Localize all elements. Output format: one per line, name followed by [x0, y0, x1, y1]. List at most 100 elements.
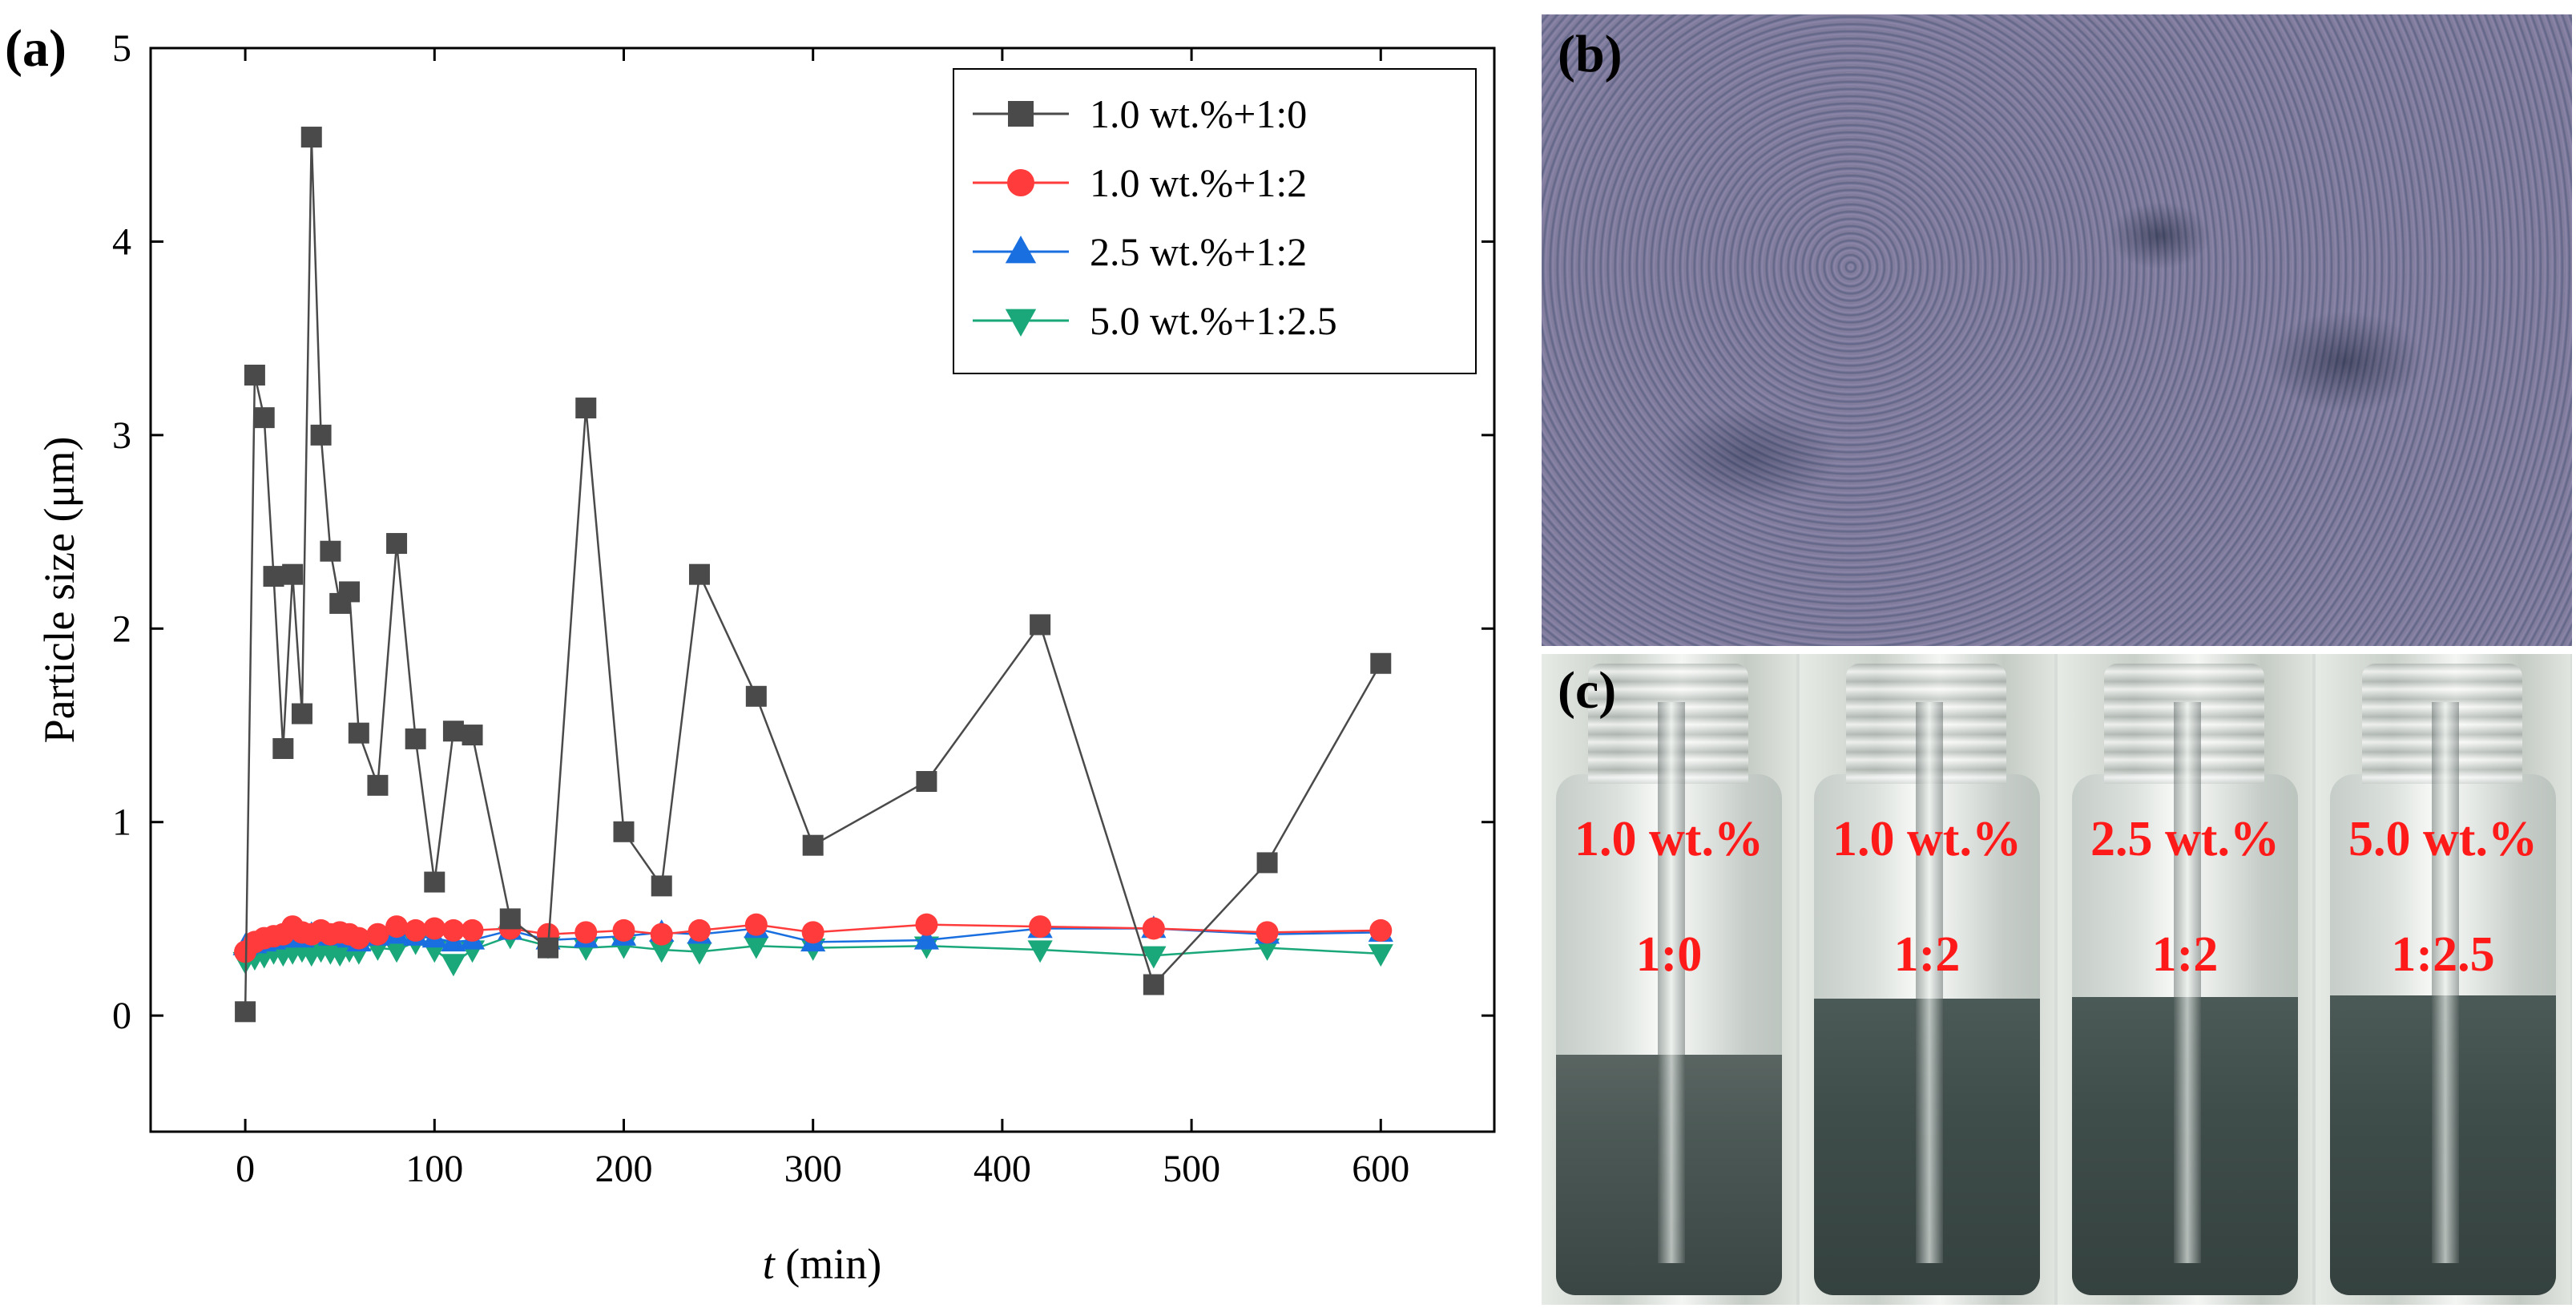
x-tick-label: 100 — [405, 1148, 463, 1190]
y-tick-label: 2 — [112, 608, 131, 650]
vial-rod — [2174, 702, 2201, 1263]
legend-label: 1.0 wt.%+1:0 — [1090, 91, 1307, 136]
data-point — [244, 365, 265, 386]
vial-4-ratio: 1:2.5 — [2391, 927, 2495, 982]
vial-rod — [1916, 702, 1943, 1263]
data-point — [913, 926, 940, 950]
data-point — [282, 563, 304, 585]
data-point — [320, 540, 341, 562]
vial-1-ratio: 1:0 — [1635, 927, 1703, 982]
x-tick-label: 300 — [784, 1148, 842, 1190]
data-point — [366, 922, 389, 946]
data-point — [1368, 944, 1393, 967]
data-point — [1256, 852, 1278, 874]
vial-3-concentration: 2.5 wt.% — [2090, 812, 2280, 866]
legend-entry-3: 2.5 wt.%+1:2 — [973, 229, 1307, 274]
data-point — [1030, 614, 1051, 636]
data-point — [384, 940, 409, 963]
series-layer — [232, 127, 1393, 1023]
y-axis: 0 1 2 3 4 5 — [112, 27, 1494, 1037]
panel-c-vials-photo: 1.0 wt.% 1:0 1.0 wt.% 1:2 2.5 wt.% 1:2 5… — [1542, 654, 2572, 1305]
data-point — [253, 407, 275, 429]
legend-marker — [1005, 309, 1037, 337]
data-point — [651, 875, 672, 897]
y-tick-label: 1 — [112, 801, 131, 844]
data-point — [1254, 938, 1280, 961]
series-2 — [234, 913, 1393, 963]
data-point — [291, 703, 312, 725]
data-point — [1142, 917, 1165, 940]
legend-marker — [1008, 101, 1034, 127]
data-point — [404, 918, 427, 942]
data-point — [461, 918, 484, 942]
data-point — [687, 942, 712, 965]
vial-2-ratio: 1:2 — [1893, 927, 1961, 982]
x-tick-label: 600 — [1352, 1148, 1409, 1190]
legend-label: 5.0 wt.%+1:2.5 — [1090, 298, 1337, 343]
legend-box — [953, 68, 1477, 374]
series-1 — [235, 127, 1392, 1023]
legend-entries: 1.0 wt.%+1:0 1.0 wt.%+1:2 2.5 wt.%+1:2 5.0 … — [973, 91, 1337, 343]
data-point — [801, 921, 824, 944]
series-line — [244, 137, 1382, 1012]
y-tick-label: 5 — [112, 27, 131, 70]
data-point — [612, 918, 635, 942]
data-point — [915, 913, 938, 936]
data-point — [442, 721, 464, 742]
vial-3: 2.5 wt.% 1:2 — [2058, 654, 2312, 1305]
data-point — [650, 922, 673, 946]
data-point — [423, 917, 446, 940]
y-tick-label: 0 — [112, 995, 131, 1037]
data-point — [1029, 915, 1052, 939]
data-point — [745, 685, 767, 707]
y-tick-label: 3 — [112, 414, 131, 457]
legend-label: 2.5 wt.%+1:2 — [1090, 229, 1307, 274]
vial-1-concentration: 1.0 wt.% — [1574, 812, 1764, 866]
vial-4-concentration: 5.0 wt.% — [2348, 812, 2538, 866]
legend-entry-1: 1.0 wt.%+1:0 — [973, 91, 1307, 136]
data-point — [441, 918, 465, 942]
legend-entry-2: 1.0 wt.%+1:2 — [973, 160, 1307, 205]
data-point — [348, 722, 369, 744]
data-point — [385, 915, 409, 939]
data-point — [424, 871, 445, 893]
data-point — [613, 821, 635, 842]
data-point — [347, 926, 370, 950]
data-point — [499, 908, 521, 930]
x-axis: 0 100 200 300 400 500 600 — [236, 48, 1409, 1190]
vial-2: 1.0 wt.% 1:2 — [1800, 654, 2054, 1305]
data-point — [441, 954, 466, 977]
x-tick-label: 0 — [236, 1148, 255, 1190]
plot-frame — [149, 46, 1496, 1133]
legend: 1.0 wt.%+1:0 1.0 wt.%+1:2 2.5 wt.%+1:2 5.0 … — [953, 68, 1477, 374]
data-point — [1143, 974, 1164, 995]
y-tick-label: 4 — [112, 220, 131, 263]
legend-entry-4: 5.0 wt.%+1:2.5 — [973, 298, 1337, 343]
data-point — [272, 737, 294, 759]
data-point — [1141, 946, 1167, 969]
data-point — [1369, 918, 1393, 942]
data-point — [235, 1001, 256, 1023]
y-axis-label: Particle size (μm) — [35, 437, 83, 744]
x-tick-label: 200 — [595, 1148, 652, 1190]
data-point — [744, 913, 768, 936]
vial-4: 5.0 wt.% 1:2.5 — [2316, 654, 2570, 1305]
panel-a-label: (a) — [5, 19, 67, 78]
x-tick-label: 500 — [1163, 1148, 1220, 1190]
vial-2-concentration: 1.0 wt.% — [1832, 812, 2022, 866]
data-point — [802, 834, 824, 856]
panel-c-label: (c) — [1558, 661, 1617, 720]
legend-marker — [1007, 169, 1034, 196]
vial-rod — [1658, 702, 1685, 1263]
particle-size-chart: (a) 0 100 200 300 400 500 600 0 1 2 3 4 5 Particle … — [5, 19, 1496, 1288]
data-point — [538, 937, 559, 959]
x-axis-label-unit: (min) — [775, 1240, 881, 1288]
vial-1: 1.0 wt.% 1:0 — [1542, 654, 1796, 1305]
data-point — [687, 918, 711, 942]
data-point — [574, 921, 598, 944]
data-point — [916, 771, 937, 793]
data-point — [744, 936, 769, 959]
data-point — [339, 581, 361, 603]
data-point — [405, 728, 426, 749]
legend-label: 1.0 wt.%+1:2 — [1090, 160, 1307, 205]
